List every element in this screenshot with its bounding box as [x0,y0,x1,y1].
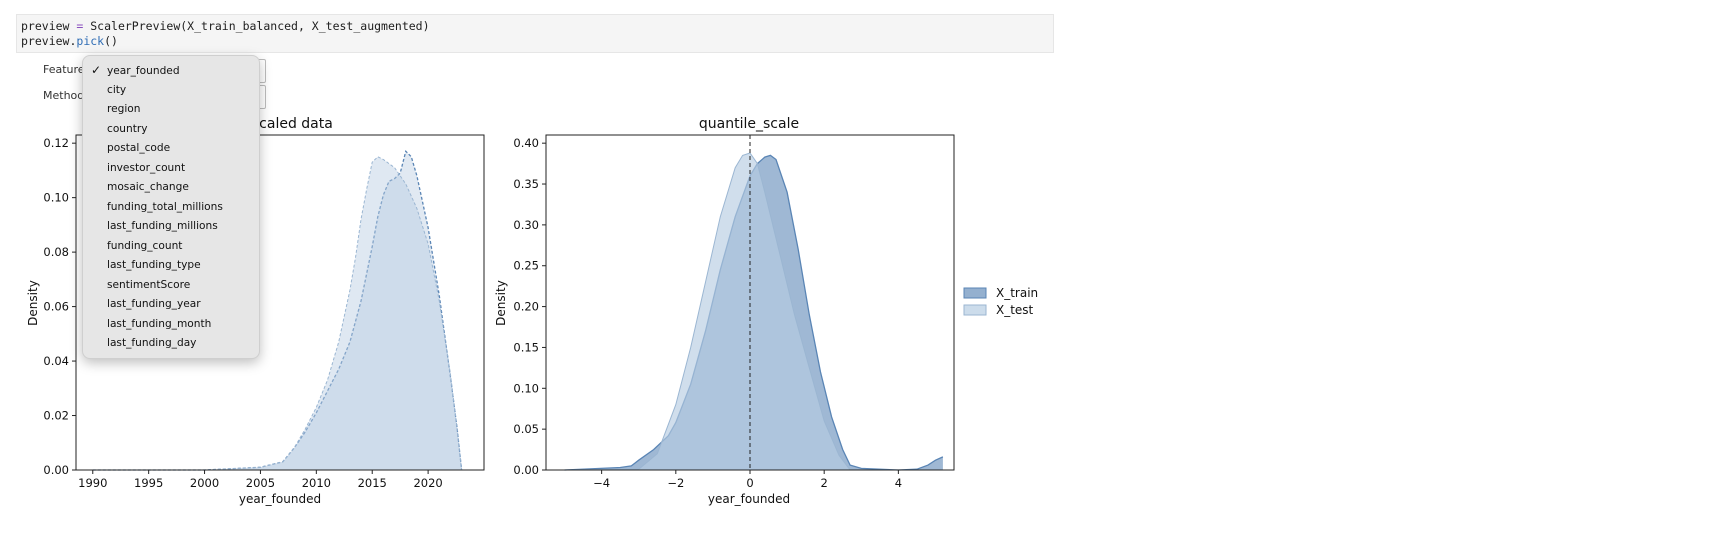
legend-label-train: X_train [996,286,1038,300]
chart-title: quantile_scale [699,116,799,132]
y-axis-label: Density [494,280,508,326]
legend-swatch-train [963,287,987,299]
feature-label: Feature [43,63,85,76]
x-tick-label: 0 [746,476,753,490]
y-tick-label: 0.08 [43,245,69,259]
dropdown-option[interactable]: last_funding_type [107,259,201,271]
chart-title: caled data [259,116,333,132]
dropdown-option[interactable]: year_founded [107,65,180,77]
x-tick-label: 2020 [413,476,442,490]
legend: X_train X_test [963,286,1038,317]
y-tick-label: 0.02 [43,409,69,423]
x-tick-label: −2 [667,476,684,490]
feature-dropdown-menu[interactable]: ✓ year_founded city region country posta… [82,55,260,359]
y-tick-label: 0.20 [513,300,539,314]
dropdown-option[interactable]: funding_count [107,240,183,252]
dropdown-option[interactable]: postal_code [107,142,171,154]
series-line-train [92,150,463,471]
dropdown-option[interactable]: investor_count [107,162,186,174]
dropdown-option[interactable]: last_funding_millions [107,220,218,232]
x-tick-label: 4 [895,476,902,490]
y-tick-label: 0.10 [43,191,69,205]
dropdown-option[interactable]: sentimentScore [107,279,191,291]
x-axis-label: year_founded [239,492,321,506]
x-tick-label: 2 [821,476,828,490]
dropdown-option[interactable]: region [107,103,141,115]
dropdown-option[interactable]: funding_total_millions [107,201,223,213]
y-tick-label: 0.00 [513,463,539,477]
code-cell[interactable]: preview = ScalerPreview(X_train_balanced… [16,14,1054,53]
dropdown-option[interactable]: last_funding_month [107,318,212,330]
x-tick-label: 1990 [78,476,107,490]
plot-frame [545,134,955,471]
y-tick-label: 0.30 [513,218,539,232]
dropdown-option[interactable]: last_funding_year [107,298,201,310]
y-tick-label: 0.10 [513,381,539,395]
x-axis-label: year_founded [708,492,790,506]
method-label: Method [43,89,85,102]
series-line-test [564,152,851,471]
x-tick-label: −4 [593,476,610,490]
x-tick-label: 2000 [190,476,219,490]
right-chart: quantile_scale −4 −2 0 2 4 0.00 0.05 0.10 0.15 0.… [494,116,955,506]
y-tick-label: 0.25 [513,259,539,273]
x-tick-label: 2010 [302,476,331,490]
code-text: preview = ScalerPreview(X_train_balanced… [21,19,430,48]
y-tick-label: 0.15 [513,340,539,354]
dropdown-option[interactable]: last_funding_day [107,337,197,349]
legend-swatch-test [963,304,987,316]
series-area-test [92,156,462,471]
series-area-train [92,151,462,471]
series-line-test [92,156,463,471]
y-tick-label: 0.04 [43,354,69,368]
y-tick-label: 0.05 [513,422,539,436]
y-tick-label: 0.06 [43,300,69,314]
left-chart: caled data 1990 1995 2000 2005 2010 2015 2020 0… [26,116,485,506]
y-tick-label: 0.12 [43,136,69,150]
x-tick-label: 1995 [134,476,163,490]
legend-label-test: X_test [996,303,1034,317]
y-tick-label: 0.00 [43,463,69,477]
x-tick-label: 2005 [246,476,275,490]
checkmark-icon: ✓ [91,63,102,77]
y-tick-label: 0.40 [513,136,539,150]
dropdown-option[interactable]: mosaic_change [107,181,189,193]
plot-frame [75,134,485,471]
dropdown-option[interactable]: city [107,84,127,96]
y-axis-label: Density [26,280,40,326]
series-area-test [564,153,851,470]
dropdown-option[interactable]: country [107,123,148,135]
x-tick-label: 2015 [358,476,387,490]
y-tick-label: 0.35 [513,177,539,191]
